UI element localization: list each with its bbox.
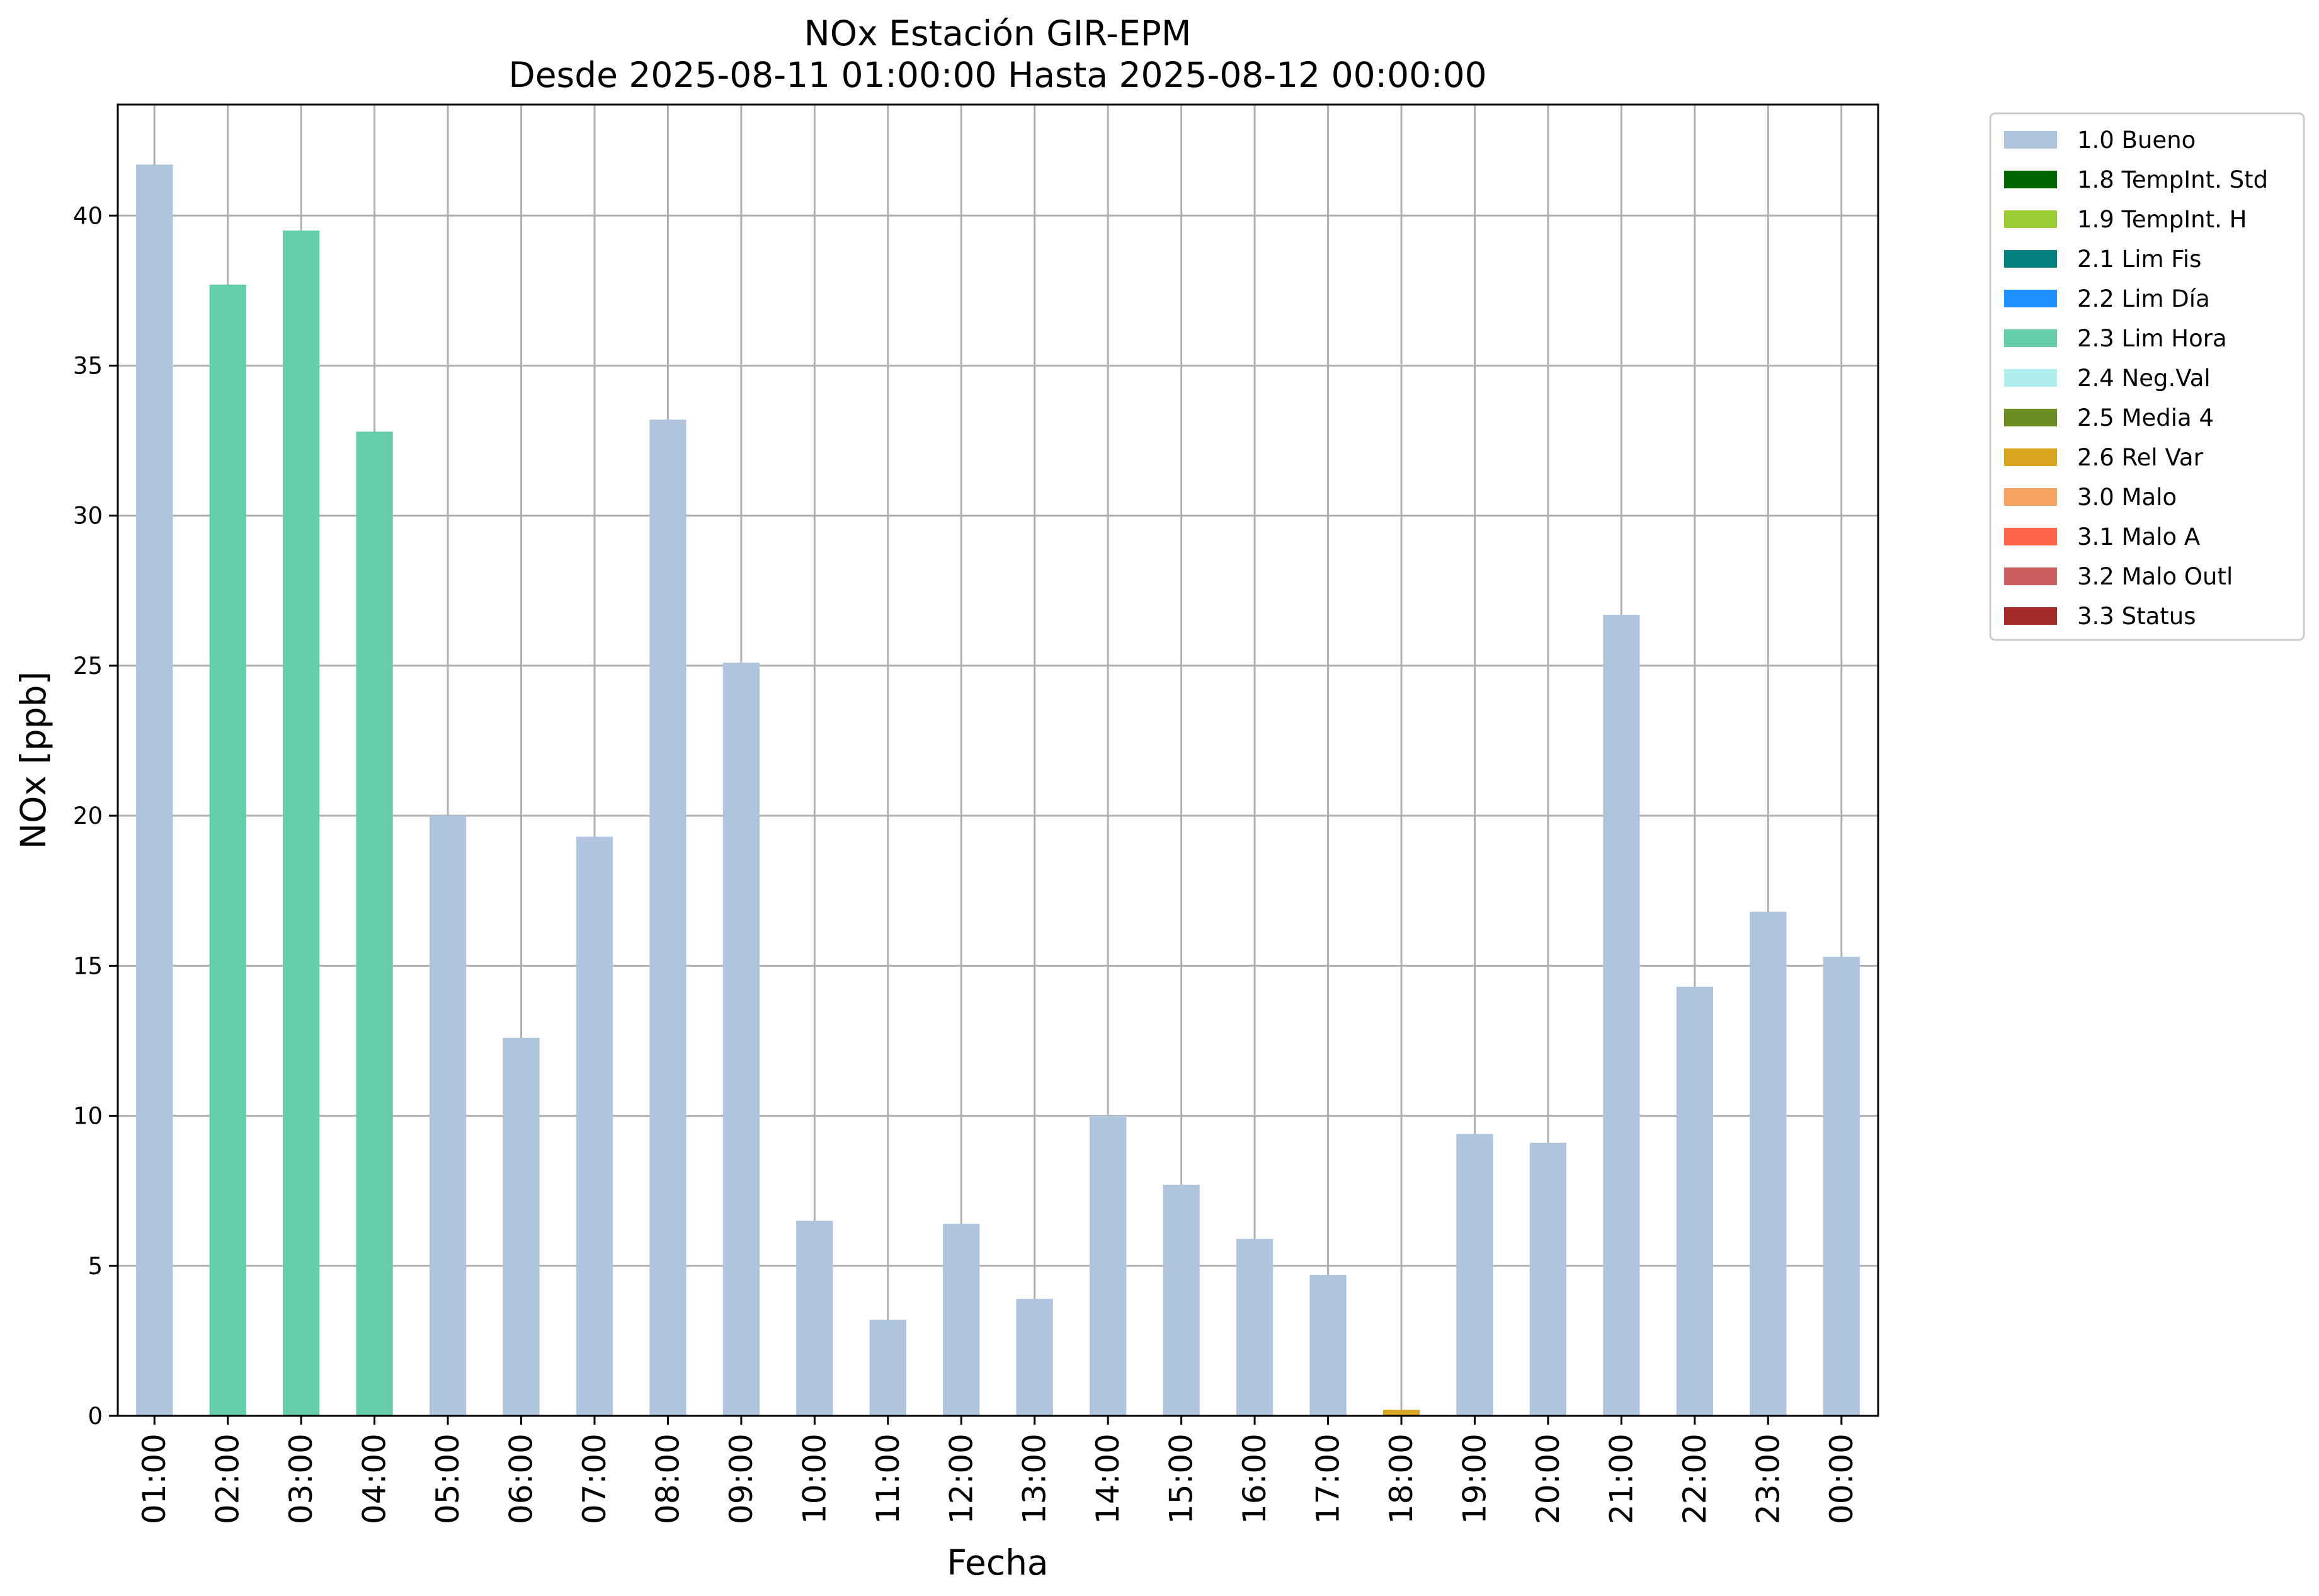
bar-2100 bbox=[1603, 614, 1640, 1416]
legend-swatch bbox=[2004, 528, 2057, 545]
x-tick-label: 10:00 bbox=[796, 1434, 833, 1524]
x-tick-label: 16:00 bbox=[1236, 1434, 1273, 1524]
x-tick-label: 13:00 bbox=[1017, 1434, 1053, 1524]
x-axis-label: Fecha bbox=[947, 1542, 1048, 1583]
legend-label: 2.1 Lim Fis bbox=[2077, 246, 2201, 273]
legend-label: 1.8 TempInt. Std bbox=[2077, 166, 2268, 193]
legend-swatch bbox=[2004, 329, 2057, 347]
bar-0100 bbox=[136, 164, 173, 1416]
bar-2200 bbox=[1676, 986, 1713, 1416]
legend-label: 3.3 Status bbox=[2077, 603, 2196, 630]
x-tick-label: 20:00 bbox=[1530, 1434, 1566, 1524]
y-tick-label: 35 bbox=[73, 352, 103, 379]
bar-0700 bbox=[576, 836, 613, 1416]
legend: 1.0 Bueno 1.8 TempInt. Std 1.9 TempInt. H 2… bbox=[1989, 112, 2305, 641]
bar-0600 bbox=[503, 1037, 540, 1416]
bar-1200 bbox=[943, 1224, 980, 1416]
legend-label: 3.0 Malo bbox=[2077, 484, 2177, 511]
y-tick-label: 15 bbox=[73, 952, 103, 979]
x-tick-label: 09:00 bbox=[723, 1434, 760, 1524]
x-tick-label: 04:00 bbox=[356, 1434, 393, 1524]
legend-swatch bbox=[2004, 290, 2057, 307]
x-tick-label: 06:00 bbox=[503, 1434, 540, 1524]
y-tick-label: 0 bbox=[88, 1403, 103, 1430]
plot-frame bbox=[117, 103, 1879, 1417]
bar-0300 bbox=[283, 231, 320, 1416]
x-tick-label: 08:00 bbox=[649, 1434, 686, 1524]
y-tick-label: 20 bbox=[73, 802, 103, 829]
legend-swatch bbox=[2004, 448, 2057, 466]
legend-label: 3.2 Malo Outl bbox=[2077, 563, 2233, 590]
legend-label: 2.4 Neg.Val bbox=[2077, 365, 2211, 392]
bar-2300 bbox=[1750, 911, 1787, 1416]
x-tick-label: 05:00 bbox=[430, 1434, 466, 1524]
legend-label: 1.9 TempInt. H bbox=[2077, 206, 2247, 233]
x-tick-label: 03:00 bbox=[283, 1434, 319, 1524]
bar-1000 bbox=[796, 1221, 833, 1416]
x-tick-label: 17:00 bbox=[1310, 1434, 1347, 1524]
legend-swatch bbox=[2004, 567, 2057, 585]
legend-label: 2.5 Media 4 bbox=[2077, 404, 2214, 431]
y-tick-label: 30 bbox=[73, 503, 103, 530]
legend-swatch bbox=[2004, 250, 2057, 268]
bar-0500 bbox=[429, 816, 467, 1416]
bar-1700 bbox=[1309, 1275, 1347, 1416]
legend-swatch bbox=[2004, 210, 2057, 228]
x-tick-label: 18:00 bbox=[1383, 1434, 1420, 1524]
bar-1300 bbox=[1016, 1299, 1053, 1416]
x-tick-label: 14:00 bbox=[1090, 1434, 1126, 1524]
x-tick-label: 12:00 bbox=[943, 1434, 979, 1524]
legend-label: 2.2 Lim Día bbox=[2077, 285, 2210, 312]
bars bbox=[136, 164, 1860, 1416]
legend-swatch bbox=[2004, 607, 2057, 625]
legend-swatch bbox=[2004, 409, 2057, 426]
x-tick-label: 01:00 bbox=[136, 1434, 173, 1524]
x-tick-label: 15:00 bbox=[1163, 1434, 1200, 1524]
x-tick-label: 21:00 bbox=[1603, 1434, 1639, 1524]
y-axis-ticks: 0 5 10 15 20 25 30 35 40 bbox=[73, 202, 118, 1430]
legend-swatch bbox=[2004, 369, 2057, 387]
bar-1900 bbox=[1456, 1134, 1493, 1416]
bar-1400 bbox=[1090, 1115, 1127, 1416]
legend-label: 1.0 Bueno bbox=[2077, 127, 2196, 154]
bar-0900 bbox=[722, 663, 760, 1416]
bar-1800 bbox=[1382, 1410, 1420, 1416]
chart-title: NOx Estación GIR-EPM bbox=[804, 13, 1192, 54]
bar-0800 bbox=[649, 419, 687, 1416]
bar-1500 bbox=[1163, 1185, 1200, 1416]
x-tick-label: 02:00 bbox=[210, 1434, 246, 1524]
y-tick-label: 25 bbox=[73, 653, 103, 680]
bar-1600 bbox=[1236, 1238, 1273, 1416]
x-axis-ticks: 01:00 02:00 03:00 04:00 05:00 06:00 07:00 08:00… bbox=[136, 1416, 1860, 1524]
y-axis-label: NOx [ppb] bbox=[13, 671, 54, 849]
legend-label: 2.6 Rel Var bbox=[2077, 444, 2204, 471]
legend-swatch bbox=[2004, 131, 2057, 149]
x-tick-label: 23:00 bbox=[1750, 1434, 1786, 1524]
chart-subtitle: Desde 2025-08-11 01:00:00 Hasta 2025-08-… bbox=[508, 55, 1486, 95]
y-tick-label: 5 bbox=[88, 1253, 103, 1280]
legend-swatch bbox=[2004, 171, 2057, 188]
x-tick-label: 22:00 bbox=[1677, 1434, 1713, 1524]
legend-swatch bbox=[2004, 488, 2057, 506]
x-tick-label: 11:00 bbox=[870, 1434, 906, 1524]
bar-0400 bbox=[356, 431, 393, 1416]
legend-label: 2.3 Lim Hora bbox=[2077, 325, 2227, 352]
bar-2000 bbox=[1529, 1143, 1567, 1416]
legend-box bbox=[1989, 112, 2305, 641]
bar-0200 bbox=[209, 284, 246, 1416]
bar-1100 bbox=[869, 1320, 906, 1416]
y-tick-label: 40 bbox=[73, 202, 103, 229]
x-tick-label: 00:00 bbox=[1823, 1434, 1860, 1524]
y-tick-label: 10 bbox=[73, 1103, 103, 1130]
x-tick-label: 07:00 bbox=[576, 1434, 613, 1524]
bar-0000 bbox=[1823, 957, 1860, 1416]
x-tick-label: 19:00 bbox=[1456, 1434, 1493, 1524]
legend-label: 3.1 Malo A bbox=[2077, 523, 2200, 550]
